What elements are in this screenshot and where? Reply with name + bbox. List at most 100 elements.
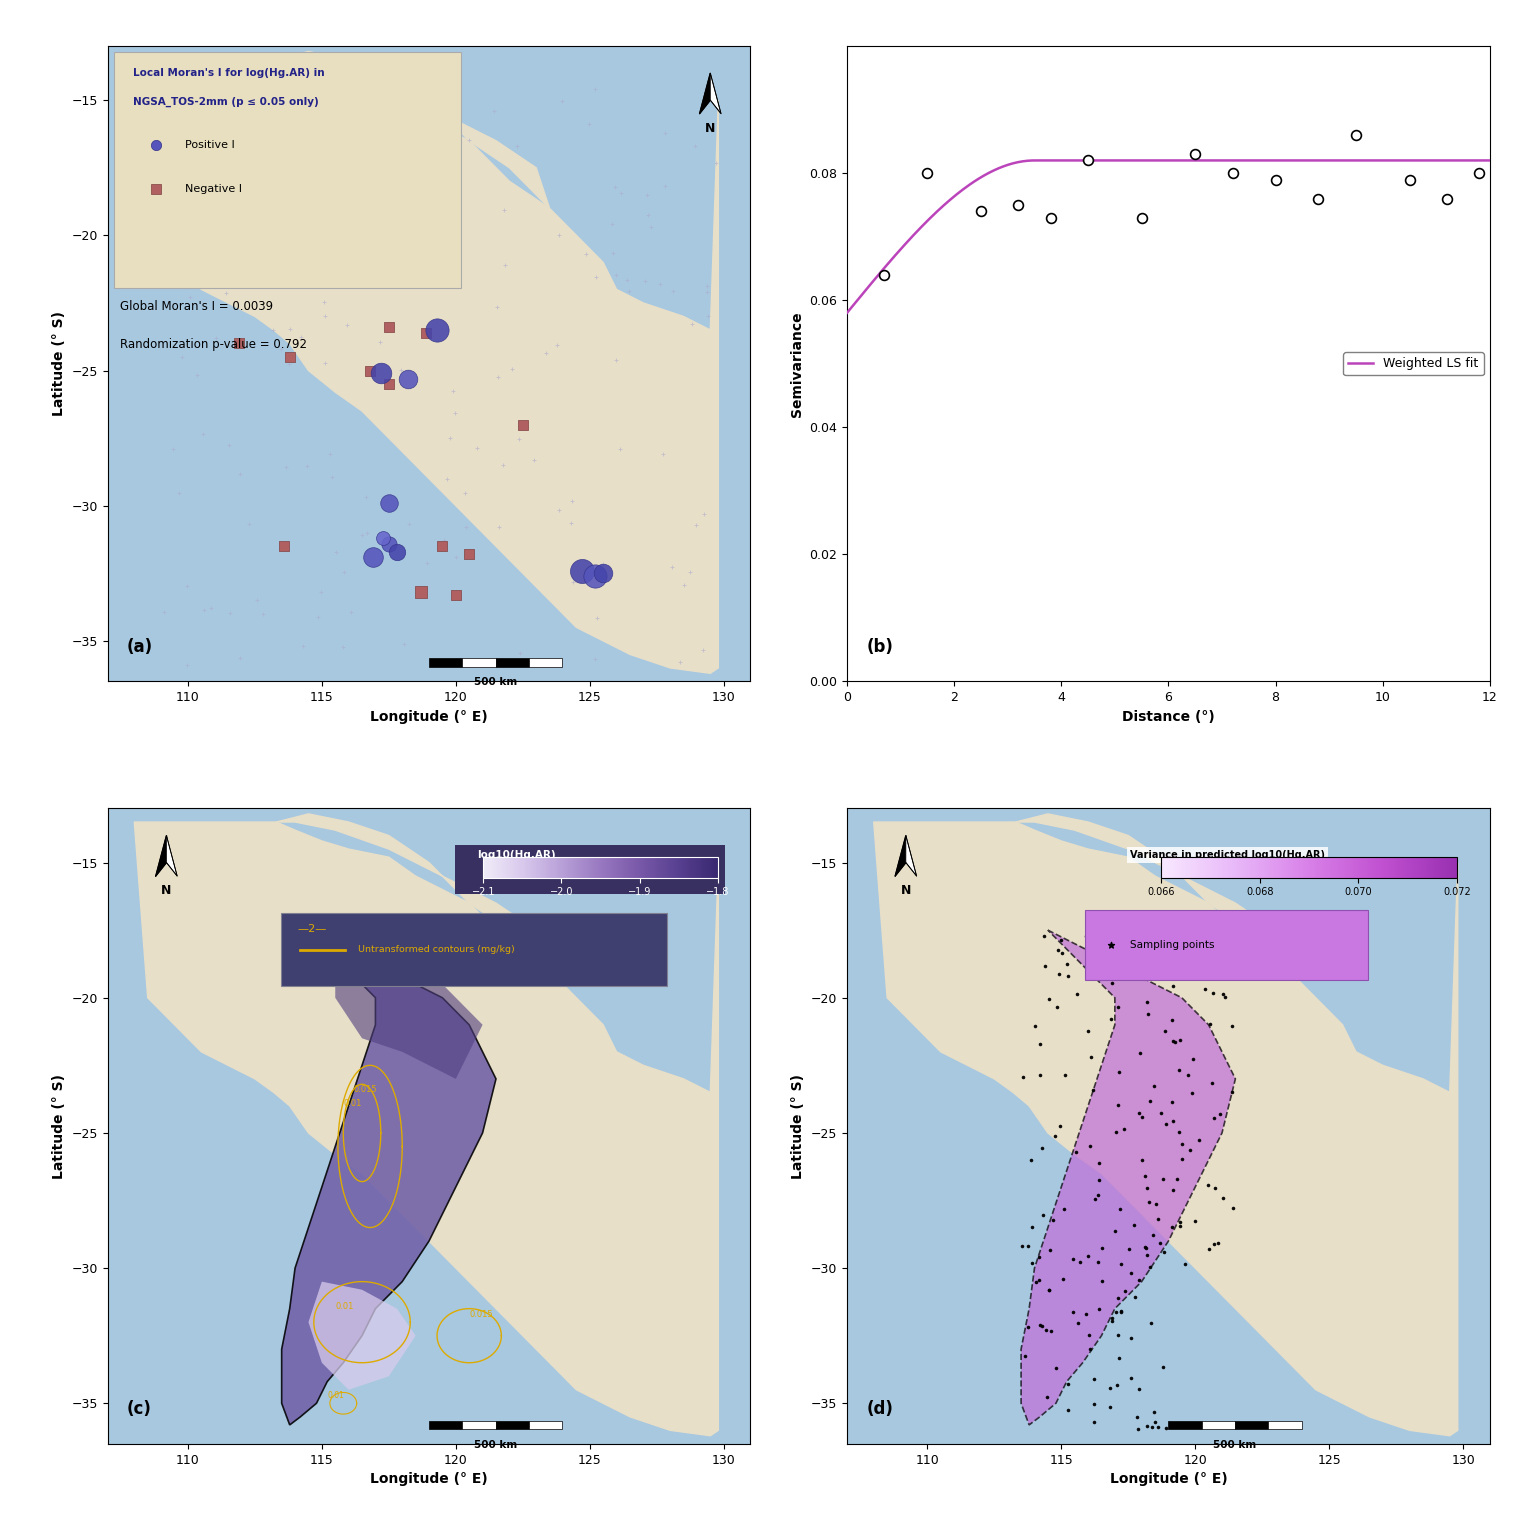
Point [430, 535, 455, 559]
Point [682, 134, 707, 158]
Bar [1269, 1421, 1301, 1428]
Point [601, 212, 625, 237]
Point [677, 559, 702, 584]
Point [1040, 1207, 1064, 1232]
Point [1135, 989, 1160, 1014]
Point [355, 521, 379, 545]
Point [1068, 1250, 1092, 1275]
Point [455, 515, 479, 539]
Point [634, 183, 659, 207]
Point [464, 435, 488, 459]
Point [1081, 922, 1106, 946]
Point [1104, 1120, 1129, 1144]
Point [1034, 1318, 1058, 1342]
Point [1154, 1112, 1178, 1137]
Point [499, 356, 524, 381]
Point [1201, 980, 1226, 1005]
Point [510, 412, 535, 436]
Point [415, 321, 439, 346]
Point [1028, 1063, 1052, 1087]
Point [456, 127, 481, 152]
Point [1135, 1243, 1160, 1267]
Point [318, 441, 343, 465]
Point [1087, 1167, 1112, 1192]
Point [1044, 995, 1069, 1020]
Point [237, 69, 261, 94]
Point [427, 103, 452, 127]
Point [1006, 192, 1031, 217]
Point [1204, 946, 1229, 971]
Point [703, 151, 728, 175]
Point [604, 263, 628, 287]
Point [590, 551, 614, 576]
Point [353, 485, 378, 510]
Point [1086, 1250, 1111, 1275]
Point [1140, 938, 1164, 963]
X-axis label: Longitude (° E): Longitude (° E) [1109, 1471, 1227, 1487]
Point [226, 332, 250, 356]
Point [1146, 1415, 1170, 1439]
Point [1180, 1080, 1204, 1104]
Point [872, 263, 897, 287]
Point [1306, 186, 1330, 210]
Point [442, 401, 467, 425]
Point [671, 573, 696, 598]
Point [1051, 1267, 1075, 1292]
Point [1083, 1392, 1107, 1416]
Text: 0.015: 0.015 [468, 1310, 493, 1319]
Point [1107, 1197, 1132, 1221]
Point [324, 224, 349, 249]
Point [1152, 1018, 1177, 1043]
Point [660, 280, 685, 304]
Point [1170, 1146, 1195, 1170]
Point [648, 272, 673, 296]
Point [1066, 1312, 1091, 1336]
Point [1106, 1286, 1130, 1310]
Point [1166, 1057, 1190, 1081]
Point [1100, 1309, 1124, 1333]
Polygon shape [276, 814, 550, 971]
Point [1187, 1127, 1212, 1152]
Point [1167, 1028, 1192, 1052]
Bar [429, 659, 462, 667]
Point [376, 372, 401, 396]
Point [339, 599, 364, 624]
Point [1081, 1367, 1106, 1392]
Point [1091, 1236, 1115, 1261]
Point [1127, 1101, 1152, 1126]
Point [1129, 206, 1154, 230]
Point [1048, 1114, 1072, 1138]
Point [1174, 952, 1198, 977]
Text: 0.015: 0.015 [353, 1086, 378, 1094]
Point [636, 203, 660, 227]
Text: (d): (d) [866, 1401, 892, 1418]
Point [1080, 934, 1104, 958]
Point [1086, 1183, 1111, 1207]
Point [1075, 147, 1100, 172]
Point [1344, 123, 1369, 147]
Point [1130, 1149, 1155, 1174]
Point [1117, 1236, 1141, 1261]
Point [326, 149, 350, 174]
Point [166, 481, 190, 505]
Point [1135, 960, 1160, 985]
Point [1028, 1267, 1052, 1292]
Point [1180, 1048, 1204, 1072]
Point [544, 333, 568, 358]
Point [1074, 1301, 1098, 1326]
Point [1109, 1299, 1134, 1324]
Bar [462, 659, 496, 667]
Point [1197, 1236, 1221, 1261]
Point [269, 336, 293, 361]
Point [167, 120, 192, 144]
Point [456, 542, 481, 567]
Point [276, 352, 301, 376]
Point [186, 106, 210, 131]
Point [574, 241, 599, 266]
Point [1169, 1213, 1193, 1238]
Point [350, 522, 375, 547]
Point [1032, 925, 1057, 949]
Point [204, 326, 229, 350]
Point [384, 539, 409, 564]
Point [1152, 1240, 1177, 1264]
